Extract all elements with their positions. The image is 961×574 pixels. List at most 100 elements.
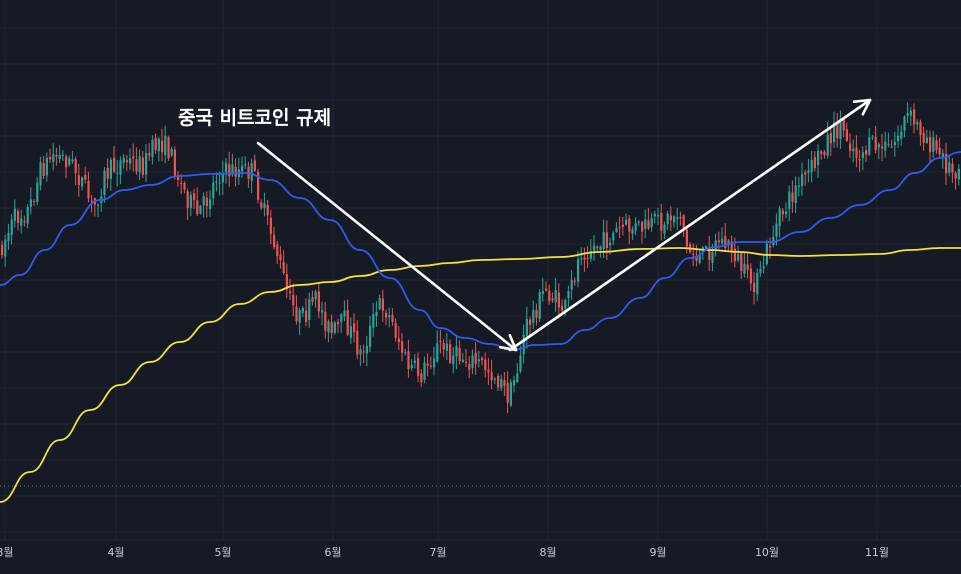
candle (941, 149, 944, 169)
candle (583, 247, 586, 272)
candle (519, 345, 522, 374)
candle (436, 330, 439, 363)
candle (33, 199, 36, 206)
candle (919, 119, 922, 146)
candle (241, 156, 244, 178)
candle (359, 345, 362, 366)
candle (311, 290, 314, 306)
candle (721, 227, 724, 245)
candle (145, 144, 148, 182)
candle (442, 339, 445, 357)
candle (468, 356, 471, 379)
candle (516, 363, 519, 384)
candle (817, 144, 820, 178)
candle (791, 180, 794, 213)
candle (269, 209, 272, 245)
candle (525, 306, 528, 349)
grid (0, 0, 961, 540)
candle (797, 176, 800, 197)
candle (650, 212, 653, 232)
candle (788, 185, 791, 222)
candle (180, 173, 183, 194)
candle (621, 216, 624, 236)
candle (420, 369, 423, 387)
candle (317, 281, 320, 319)
candle (855, 135, 858, 168)
candle (337, 318, 340, 333)
candle (801, 162, 804, 196)
candle (849, 133, 852, 158)
candle (17, 208, 20, 231)
candle (932, 130, 935, 159)
candle (42, 156, 45, 180)
candle (631, 226, 634, 240)
candle (119, 156, 122, 185)
candle (810, 150, 813, 183)
candle (404, 348, 407, 356)
candle (874, 125, 877, 154)
candle (289, 279, 292, 300)
candle (884, 131, 887, 158)
candle (173, 146, 176, 180)
candle (778, 205, 781, 238)
candle (225, 157, 228, 184)
candle (71, 150, 74, 164)
candle (135, 147, 138, 175)
candle (154, 133, 157, 155)
candle (900, 124, 903, 146)
candle (474, 342, 477, 375)
candle (557, 283, 560, 319)
candle (417, 352, 420, 383)
x-tick-label: 4월 (107, 546, 124, 559)
candle (81, 176, 84, 191)
candle (20, 209, 23, 234)
candle (724, 223, 727, 252)
candle (138, 149, 141, 181)
candle (276, 240, 279, 265)
candle (209, 190, 212, 217)
candle (333, 320, 336, 335)
candle (756, 268, 759, 302)
candle (7, 223, 10, 250)
candle (449, 339, 452, 365)
candle (29, 187, 32, 215)
candle (218, 171, 221, 196)
candle (68, 155, 71, 167)
candle (250, 158, 253, 193)
candle (945, 142, 948, 185)
candle (541, 277, 544, 302)
candle (938, 137, 941, 159)
candle (103, 167, 106, 203)
candle (346, 299, 349, 336)
candle (509, 379, 512, 408)
candle (84, 166, 87, 184)
candle (39, 156, 42, 191)
x-tick-label: 9월 (649, 546, 666, 559)
candle (340, 313, 343, 333)
candle (794, 176, 797, 214)
candle (551, 292, 554, 303)
candle (244, 156, 247, 170)
annotation-label: 중국 비트코인 규제 (178, 107, 331, 129)
candle (612, 230, 615, 246)
candle (922, 126, 925, 151)
candle (365, 335, 368, 367)
candle (868, 128, 871, 157)
candle (429, 356, 432, 370)
candle (65, 154, 68, 179)
candle (13, 199, 16, 228)
candle (781, 208, 784, 222)
candle (676, 207, 679, 231)
candle (426, 353, 429, 377)
candle (196, 187, 199, 217)
candle (356, 320, 359, 360)
candle (1, 240, 4, 259)
candle (397, 326, 400, 351)
candle (308, 292, 311, 328)
candle (465, 349, 468, 368)
candle (122, 154, 125, 169)
candle (212, 175, 215, 206)
candle (653, 210, 656, 224)
candle (785, 202, 788, 219)
